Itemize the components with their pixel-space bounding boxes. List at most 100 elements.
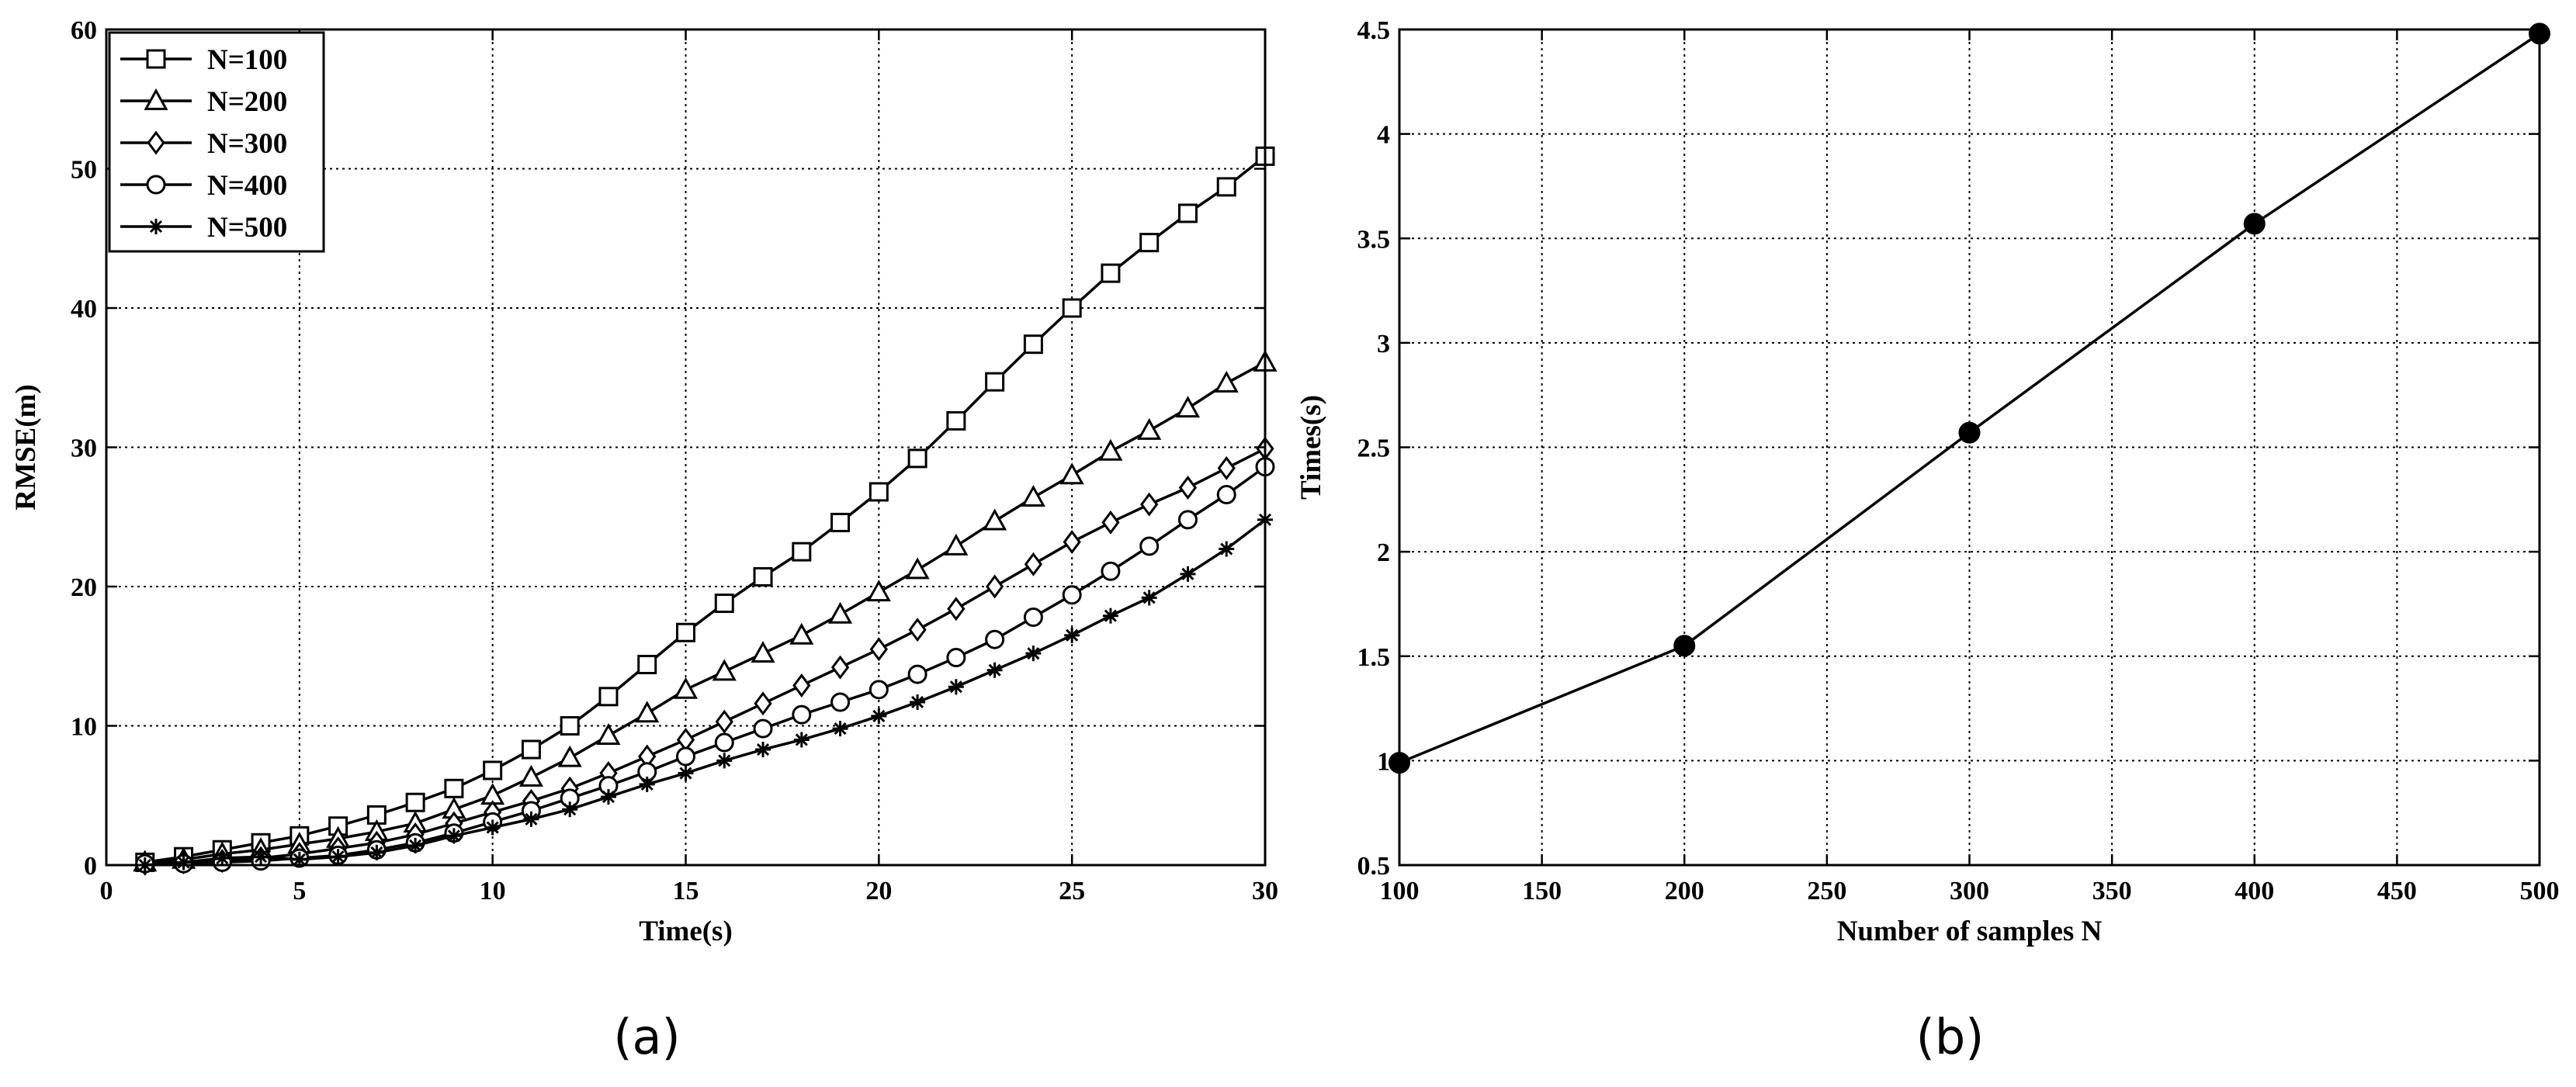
legend-label: N=300 [207, 128, 287, 160]
x-tick-label: 100 [1380, 877, 1420, 905]
legend-marker [146, 49, 166, 69]
data-point [754, 691, 772, 716]
data-point [676, 622, 695, 642]
data-point [1098, 438, 1123, 461]
data-point [1217, 455, 1236, 480]
data-point [1101, 510, 1120, 535]
data-point [1178, 476, 1198, 500]
data-point [1219, 541, 1235, 557]
chart-b-series [1389, 23, 2550, 774]
y-tick-label: 3 [1377, 330, 1390, 358]
data-point [712, 659, 737, 681]
data-point [751, 641, 775, 663]
chart-b-panel-label: (b) [1916, 1009, 1985, 1065]
data-point [1101, 263, 1121, 283]
x-tick-label: 20 [865, 877, 892, 905]
y-tick-label: 4 [1377, 121, 1390, 150]
x-tick-label: 15 [673, 877, 699, 905]
x-tick-label: 350 [2092, 877, 2132, 905]
legend-label: N=200 [207, 86, 287, 118]
y-tick-label: 0.5 [1357, 852, 1391, 881]
data-point [871, 708, 887, 724]
data-point [1140, 492, 1159, 517]
series-n-100 [135, 146, 1275, 872]
legend-entry: N=300 [120, 128, 287, 160]
x-tick-label: 5 [293, 877, 306, 905]
data-point [983, 508, 1007, 531]
legend-marker [146, 175, 166, 195]
series-n-200 [133, 349, 1278, 872]
data-point [985, 372, 1005, 392]
data-point [678, 765, 694, 781]
data-point [484, 819, 501, 836]
data-point [907, 664, 927, 684]
data-point [944, 533, 969, 556]
data-point [637, 655, 657, 675]
data-point [946, 648, 966, 668]
chart-a-panel-label: (a) [613, 1009, 680, 1065]
legend-entry: N=500 [120, 212, 287, 244]
y-tick-label: 1.5 [1357, 643, 1391, 672]
x-tick-label: 250 [1807, 877, 1846, 905]
x-tick-label: 200 [1665, 877, 1704, 905]
data-point [1101, 561, 1121, 581]
data-point [947, 597, 966, 621]
data-point [1216, 177, 1236, 197]
y-tick-label: 2 [1377, 538, 1390, 567]
data-point [1023, 607, 1043, 627]
data-point [557, 745, 582, 767]
data-point [1102, 608, 1118, 624]
data-point [560, 716, 580, 736]
data-point [753, 566, 773, 587]
data-point [830, 655, 850, 680]
data-point [1025, 646, 1042, 662]
data-point [869, 637, 888, 662]
legend-entry: N=400 [120, 170, 287, 202]
data-point [1177, 510, 1198, 530]
data-point [562, 801, 578, 818]
legend-marker [148, 219, 164, 234]
data-point [1062, 298, 1082, 318]
y-tick-label: 2.5 [1357, 434, 1391, 463]
data-point [407, 837, 424, 853]
data-point [518, 764, 543, 787]
y-tick-label: 10 [71, 713, 97, 742]
data-point [1958, 421, 1981, 444]
y-tick-label: 0 [84, 852, 97, 881]
series-line [144, 518, 1267, 867]
chart-a-tick-labels: 0 5 10 15 20 25 30 0 10 20 30 40 50 60 [71, 16, 1278, 905]
data-point [832, 721, 848, 737]
data-point [639, 776, 655, 792]
data-point [910, 694, 926, 710]
data-point [214, 850, 231, 867]
x-tick-label: 25 [1059, 877, 1085, 905]
x-tick-label: 300 [1950, 877, 1989, 905]
legend-label: N=100 [207, 44, 287, 76]
chart-a-legend: N=100 N=200 N=300 N=400 N=500 [108, 31, 325, 253]
chart-a: 0 5 10 15 20 25 30 0 10 20 30 40 50 60 Time(s) RMSE(m… [10, 16, 1278, 1065]
series-line-0 [1389, 23, 2550, 774]
legend-marker [144, 88, 168, 110]
data-point [330, 849, 346, 865]
data-point [405, 792, 425, 812]
data-point [985, 629, 1005, 649]
data-point [1059, 462, 1084, 485]
series-line [144, 154, 1267, 864]
data-point [907, 448, 927, 469]
data-point [1064, 627, 1080, 643]
y-tick-label: 4.5 [1357, 16, 1391, 45]
y-tick-label: 3.5 [1357, 225, 1391, 254]
data-point [830, 512, 851, 532]
chart-a-series [133, 146, 1278, 876]
data-point [866, 580, 891, 602]
data-point [948, 679, 964, 695]
y-tick-label: 60 [71, 16, 97, 45]
data-point [598, 687, 619, 707]
data-point [1063, 530, 1081, 555]
chart-b: 100 150 200 250 300 350 400 450 500 0.5 1 1.5 2 2.5 3 3… [1295, 16, 2560, 1065]
x-tick-label: 400 [2234, 877, 2274, 905]
y-tick-label: 20 [71, 573, 97, 602]
data-point [828, 601, 853, 624]
data-point [946, 410, 966, 431]
